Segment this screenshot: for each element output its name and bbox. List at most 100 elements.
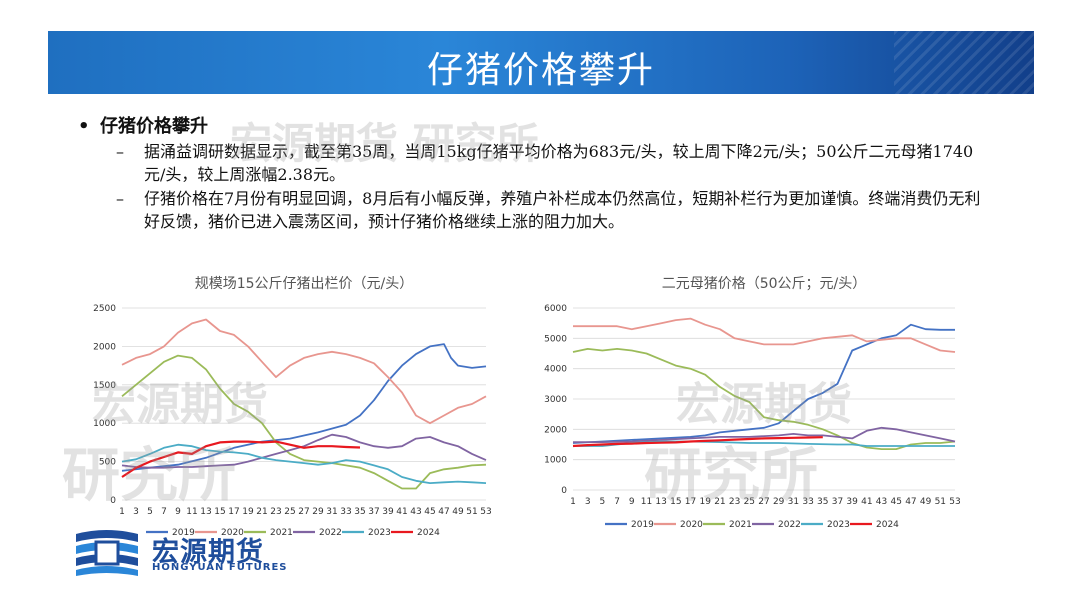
x-tick-label: 37 (832, 497, 843, 507)
x-tick-label: 29 (773, 497, 785, 507)
legend-label-2024: 2024 (417, 528, 440, 538)
x-tick-label: 25 (744, 497, 755, 507)
x-tick-label: 39 (382, 507, 394, 517)
dash-2: – (116, 189, 124, 208)
x-tick-label: 3 (585, 497, 591, 507)
bullet-dot: • (78, 116, 90, 137)
chart-title: 规模场15公斤仔猪出栏价（元/头） (195, 276, 414, 292)
x-tick-label: 5 (147, 507, 153, 517)
x-tick-label: 17 (685, 497, 696, 507)
chart-title: 二元母猪价格（50公斤；元/头） (662, 276, 867, 292)
x-tick-label: 43 (876, 497, 887, 507)
y-tick-label: 1500 (93, 381, 116, 391)
legend-label-2021: 2021 (729, 520, 752, 530)
x-tick-label: 47 (905, 497, 916, 507)
y-tick-label: 2500 (93, 304, 116, 314)
paragraph-2: 仔猪价格在7月份有明显回调，8月后有小幅反弹，养殖户补栏成本仍然高位，短期补栏行… (144, 189, 981, 231)
x-tick-label: 23 (729, 497, 740, 507)
x-tick-label: 45 (891, 497, 902, 507)
series-line-2020 (121, 318, 487, 425)
logo-text-en: HONGYUAN FUTURES (152, 562, 288, 573)
series-line-2020 (573, 317, 956, 353)
sub-bullet-2: – 仔猪价格在7月份有明显回调，8月后有小幅反弹，养殖户补栏成本仍然高位，短期补… (116, 187, 984, 233)
x-tick-label: 13 (200, 507, 211, 517)
legend-label-2020: 2020 (680, 520, 703, 530)
series-line-2022 (121, 433, 487, 469)
x-tick-label: 5 (600, 497, 606, 507)
x-tick-label: 39 (846, 497, 858, 507)
legend-label-2022: 2022 (778, 520, 801, 530)
series-line-2023 (121, 443, 487, 485)
series-line-2019 (121, 343, 487, 472)
x-tick-label: 41 (396, 507, 407, 517)
x-tick-label: 33 (802, 497, 813, 507)
x-tick-label: 17 (228, 507, 239, 517)
legend-label-2019: 2019 (631, 520, 654, 530)
x-tick-label: 15 (670, 497, 681, 507)
x-tick-label: 19 (700, 497, 712, 507)
bullet-heading-text: 仔猪价格攀升 (100, 116, 208, 137)
x-tick-label: 21 (256, 507, 267, 517)
y-tick-label: 5000 (544, 334, 567, 344)
x-tick-label: 53 (480, 507, 491, 517)
x-tick-label: 29 (312, 507, 324, 517)
x-tick-label: 37 (368, 507, 379, 517)
y-tick-label: 1000 (93, 419, 116, 429)
dash-1: – (116, 142, 124, 161)
y-tick-label: 6000 (544, 304, 567, 314)
x-tick-label: 9 (629, 497, 635, 507)
sub-bullet-1: – 据涌益调研数据显示，截至第35周，当周15kg仔猪平均价格为683元/头，较… (116, 140, 984, 186)
y-tick-label: 2000 (93, 342, 116, 352)
y-tick-label: 0 (110, 496, 116, 506)
series-line-2024 (572, 436, 823, 448)
x-tick-label: 41 (861, 497, 872, 507)
series-line-2021 (572, 348, 956, 451)
x-tick-label: 7 (614, 497, 620, 507)
x-tick-label: 9 (175, 507, 181, 517)
x-tick-label: 11 (641, 497, 652, 507)
legend-label-2023: 2023 (368, 528, 391, 538)
x-tick-label: 35 (354, 507, 365, 517)
x-tick-label: 1 (119, 507, 125, 517)
series-line-2024 (121, 440, 361, 478)
x-tick-label: 33 (340, 507, 351, 517)
slide-title: 仔猪价格攀升 (426, 50, 655, 91)
title-bar: 仔猪价格攀升 (48, 31, 1034, 94)
x-tick-label: 49 (452, 507, 464, 517)
logo-text-cn: 宏源期货 (152, 537, 264, 568)
x-tick-label: 7 (161, 507, 167, 517)
company-logo: 宏源期货 HONGYUAN FUTURES (72, 528, 312, 578)
x-tick-label: 45 (424, 507, 435, 517)
x-tick-label: 49 (920, 497, 932, 507)
x-tick-label: 13 (655, 497, 666, 507)
x-tick-label: 21 (714, 497, 725, 507)
paragraph-1: 据涌益调研数据显示，截至第35周，当周15kg仔猪平均价格为683元/头，较上周… (144, 142, 974, 184)
legend-label-2024: 2024 (876, 520, 899, 530)
series-line-2021 (121, 354, 487, 490)
x-tick-label: 23 (270, 507, 281, 517)
series-line-2019 (572, 323, 955, 444)
y-tick-label: 4000 (544, 365, 567, 375)
y-tick-label: 2000 (544, 425, 567, 435)
x-tick-label: 43 (410, 507, 421, 517)
legend-label-2022: 2022 (319, 528, 342, 538)
x-tick-label: 1 (570, 497, 576, 507)
y-tick-label: 3000 (544, 395, 567, 405)
x-tick-label: 3 (133, 507, 139, 517)
x-tick-label: 19 (242, 507, 254, 517)
x-tick-label: 31 (788, 497, 799, 507)
x-tick-label: 51 (935, 497, 946, 507)
y-tick-label: 0 (561, 486, 567, 496)
x-tick-label: 53 (949, 497, 960, 507)
x-tick-label: 11 (186, 507, 197, 517)
x-tick-label: 25 (284, 507, 295, 517)
x-tick-label: 27 (298, 507, 309, 517)
x-tick-label: 47 (438, 507, 449, 517)
sow-price-chart: 二元母猪价格（50公斤；元/头） 0 1000 2000 3000 4000 5000 600… (544, 276, 961, 530)
logo-mark-icon (76, 530, 138, 576)
bullet-heading: • 仔猪价格攀升 (78, 112, 208, 138)
y-tick-label: 1000 (544, 456, 567, 466)
legend-label-2020: 2020 (221, 528, 244, 538)
legend-label-2023: 2023 (827, 520, 850, 530)
